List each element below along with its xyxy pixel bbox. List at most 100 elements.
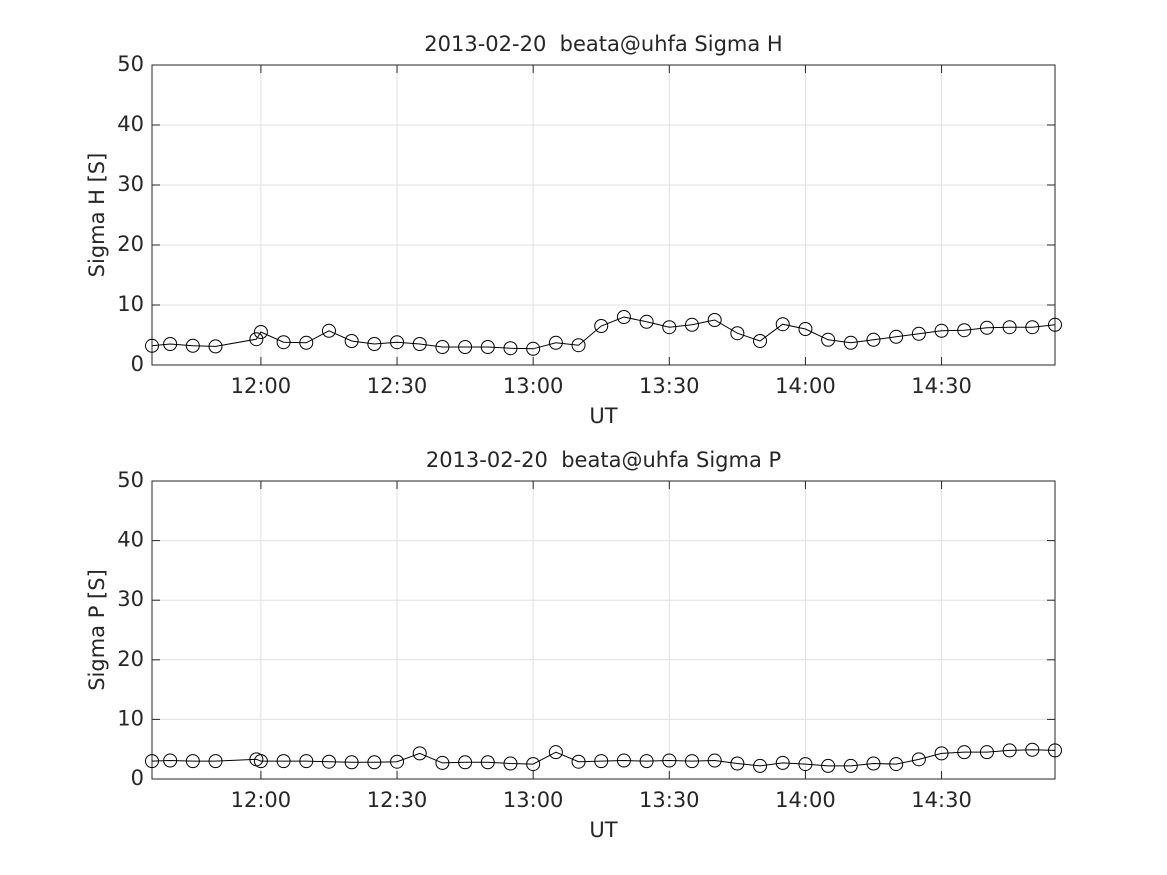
subplot: 0 10 20 30 40 50 12:00 12:30 13:00 13:30 14:00 14:3… [85, 448, 1062, 842]
data-point [503, 341, 518, 356]
chart-title: 2013-02-20 beata@uhfa Sigma H [424, 32, 782, 56]
axes-box [151, 480, 1056, 780]
y-tick-label: 0 [131, 766, 144, 790]
data-point [775, 317, 790, 332]
x-tick-label: 12:00 [231, 788, 292, 812]
data-point [775, 755, 790, 770]
y-tick-label: 0 [131, 352, 144, 376]
data-line [151, 749, 1056, 767]
x-tick-label: 14:30 [911, 788, 972, 812]
data-point [344, 334, 359, 348]
data-point [707, 313, 722, 327]
x-tick-label: 14:00 [775, 788, 836, 812]
data-point [889, 329, 904, 344]
data-point [707, 753, 722, 768]
x-tick-label: 14:30 [911, 374, 972, 398]
data-point [276, 335, 291, 350]
x-tick-label: 12:30 [367, 788, 428, 812]
data-point [979, 745, 994, 760]
y-tick-label: 50 [117, 52, 144, 76]
x-axis-label: UT [589, 818, 617, 842]
data-point [616, 310, 631, 324]
data-point [145, 754, 159, 769]
data-point [843, 335, 858, 350]
data-point [412, 337, 427, 351]
y-tick-label: 30 [117, 587, 144, 611]
data-point [639, 754, 654, 769]
y-tick-label: 20 [117, 647, 144, 671]
x-tick-label: 12:00 [231, 374, 292, 398]
y-tick-label: 10 [117, 706, 144, 730]
data-point [1048, 317, 1062, 332]
data-point [480, 755, 495, 770]
data-point [889, 757, 904, 772]
data-point [753, 334, 768, 348]
x-tick-label: 12:30 [367, 374, 428, 398]
data-point [798, 322, 813, 336]
data-point [753, 758, 768, 773]
data-point [163, 337, 178, 351]
data-point [253, 754, 268, 769]
y-tick-label: 20 [117, 232, 144, 256]
data-point [866, 756, 881, 771]
data-point [412, 746, 427, 761]
data-point [934, 746, 949, 761]
data-point [821, 332, 836, 347]
y-tick-label: 10 [117, 292, 144, 316]
data-point [911, 326, 926, 341]
data-point [821, 758, 836, 773]
data-point [1048, 743, 1062, 758]
data-point [934, 323, 949, 338]
plot-area [152, 481, 1055, 779]
y-tick-label: 30 [117, 172, 144, 196]
data-point [1025, 320, 1040, 335]
data-point [684, 754, 699, 769]
data-point [957, 745, 972, 760]
data-point [526, 757, 541, 772]
data-point [594, 754, 609, 769]
x-axis-label: UT [589, 404, 617, 428]
data-point [458, 755, 473, 770]
data-point [321, 323, 336, 338]
data-point [548, 335, 563, 350]
y-axis-label: Sigma H [S] [85, 153, 109, 278]
data-point [730, 756, 745, 771]
x-tick-label: 13:30 [639, 374, 700, 398]
data-point [390, 754, 405, 769]
data-point [208, 754, 223, 769]
data-point [208, 339, 223, 354]
data-point [163, 753, 178, 768]
data-point [798, 757, 813, 772]
data-point [435, 340, 450, 354]
y-tick-label: 50 [117, 468, 144, 492]
data-point [866, 332, 881, 347]
data-line [151, 316, 1056, 350]
data-point [616, 753, 631, 768]
data-point [1002, 743, 1017, 758]
data-point [526, 341, 541, 356]
y-tick-label: 40 [117, 112, 144, 136]
data-point [1002, 320, 1017, 335]
data-point [594, 319, 609, 333]
data-point [979, 320, 994, 335]
x-tick-label: 13:00 [503, 374, 564, 398]
data-point [253, 325, 268, 339]
data-point [571, 338, 586, 353]
plot-area [152, 65, 1055, 365]
x-tick-label: 13:00 [503, 788, 564, 812]
data-point [503, 756, 518, 771]
data-point [684, 317, 699, 332]
data-point [299, 754, 314, 769]
data-point [435, 755, 450, 770]
y-tick-label: 40 [117, 528, 144, 552]
data-point [548, 745, 563, 760]
data-point [662, 753, 677, 768]
subplot: 0 10 20 30 40 50 12:00 12:30 13:00 13:30 14:00 14:3… [85, 32, 1062, 428]
data-point [911, 752, 926, 767]
data-point [957, 323, 972, 338]
data-point [730, 326, 745, 341]
x-tick-label: 13:30 [639, 788, 700, 812]
x-tick-label: 14:00 [775, 374, 836, 398]
chart-title: 2013-02-20 beata@uhfa Sigma P [426, 448, 781, 472]
